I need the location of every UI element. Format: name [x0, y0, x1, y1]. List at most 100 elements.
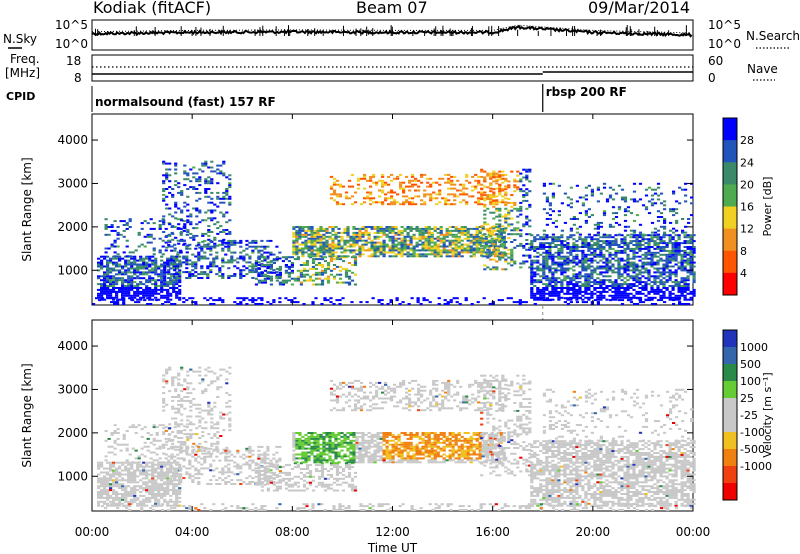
panel1-cell	[536, 288, 540, 291]
panel1-cell	[542, 242, 546, 245]
panel2-cell	[166, 463, 170, 466]
panel1-cell	[457, 247, 461, 250]
panel1-cell	[641, 281, 645, 284]
panel1-cell	[620, 283, 624, 286]
panel1-cell	[584, 269, 588, 272]
panel1-cell	[593, 271, 597, 274]
panel1-cell	[626, 296, 630, 299]
panel1-cell	[154, 281, 158, 284]
panel1-cell	[525, 178, 529, 181]
panel1-cell	[173, 226, 177, 228]
panel1-cell	[668, 255, 672, 258]
panel1-cell	[507, 225, 511, 228]
panel1-cell	[605, 240, 609, 243]
panel2-cell	[163, 475, 167, 478]
panel1-cell	[483, 185, 487, 188]
panel1-cell	[397, 243, 401, 246]
panel1-cell	[501, 189, 505, 192]
panel1-cell	[139, 263, 143, 266]
panel1-cell	[498, 193, 502, 196]
panel1-cell	[635, 267, 639, 270]
panel1-cell	[198, 178, 202, 181]
panel2-cell	[112, 493, 116, 495]
panel1-cell	[388, 251, 392, 254]
panel1-cell	[611, 283, 615, 286]
panel1-cell	[115, 294, 119, 297]
panel1-cell	[239, 245, 243, 248]
panel1-cell	[335, 195, 340, 198]
panel1-cell	[151, 283, 155, 286]
panel2-cell	[124, 498, 128, 501]
panel1-cell	[653, 244, 657, 246]
panel2-cell	[112, 473, 116, 476]
panel1-cell	[626, 244, 630, 246]
panel1-cell	[424, 239, 428, 242]
panel2-cell	[139, 465, 143, 468]
panel1-cell	[163, 294, 167, 297]
panel1-cell	[596, 283, 600, 286]
panel1-cell	[397, 249, 401, 252]
panel1-cell	[391, 247, 395, 250]
panel1-cell	[644, 255, 648, 258]
panel1-cell	[349, 251, 353, 254]
panel1-cell	[692, 240, 696, 243]
panel2-cell	[118, 465, 122, 468]
panel1-cell	[167, 222, 171, 225]
panel1-cell	[290, 264, 294, 266]
panel1-cell	[542, 246, 546, 248]
panel1-cell	[641, 247, 645, 250]
panel1-cell	[160, 283, 164, 286]
panel1-cell	[445, 235, 449, 238]
panel1-cell	[501, 256, 505, 259]
panel1-cell	[626, 257, 630, 260]
panel2-cell	[145, 473, 149, 476]
panel1-cell	[653, 290, 657, 293]
panel1-cell	[275, 245, 279, 248]
panel1-cell	[352, 237, 356, 240]
panel1-cell	[671, 255, 675, 258]
panel1-cell	[498, 223, 502, 226]
panel1-cell	[163, 261, 167, 264]
panel1-cell	[301, 253, 305, 256]
panel1-cell	[287, 271, 291, 274]
panel1-cell	[402, 191, 406, 194]
panel1-cell	[319, 229, 323, 232]
panel1-cell	[470, 303, 474, 305]
panel1-cell	[611, 269, 615, 272]
panel1-cell	[542, 294, 546, 297]
panel1-cell	[465, 175, 469, 178]
panel1-cell	[174, 180, 178, 183]
panel1-cell	[163, 288, 167, 291]
panel2-cell	[157, 475, 161, 478]
panel1-cell	[674, 271, 678, 274]
panel1-cell	[566, 236, 570, 239]
panel1-cell	[406, 251, 410, 254]
panel1-cell	[608, 269, 612, 272]
panel2-cell	[157, 489, 161, 492]
panel1-cell	[166, 294, 170, 297]
panel1-cell	[176, 267, 180, 270]
panel1-cell	[163, 296, 167, 299]
panel1-cell	[128, 226, 132, 228]
panel1-cell	[292, 227, 296, 230]
panel1-cell	[602, 296, 606, 299]
panel2-cell	[103, 485, 107, 488]
panel1-cell	[160, 271, 164, 274]
panel1-cell	[626, 253, 630, 256]
panel1-cell	[668, 257, 672, 260]
panel1-cell	[183, 184, 187, 187]
panel1-cell	[663, 200, 667, 203]
panel1-cell	[245, 239, 249, 242]
panel1-cell	[281, 283, 285, 286]
panel2-cell	[151, 485, 155, 488]
panel1-cell	[200, 257, 204, 260]
panel1-cell	[632, 247, 636, 250]
panel1-cell	[381, 201, 385, 204]
panel1-cell	[656, 244, 660, 246]
panel1-cell	[614, 249, 618, 252]
panel1-cell	[151, 267, 155, 270]
panel1-cell	[644, 234, 648, 237]
panel1-cell	[486, 198, 490, 200]
panel1-cell	[311, 267, 316, 270]
panel1-cell	[136, 294, 140, 297]
